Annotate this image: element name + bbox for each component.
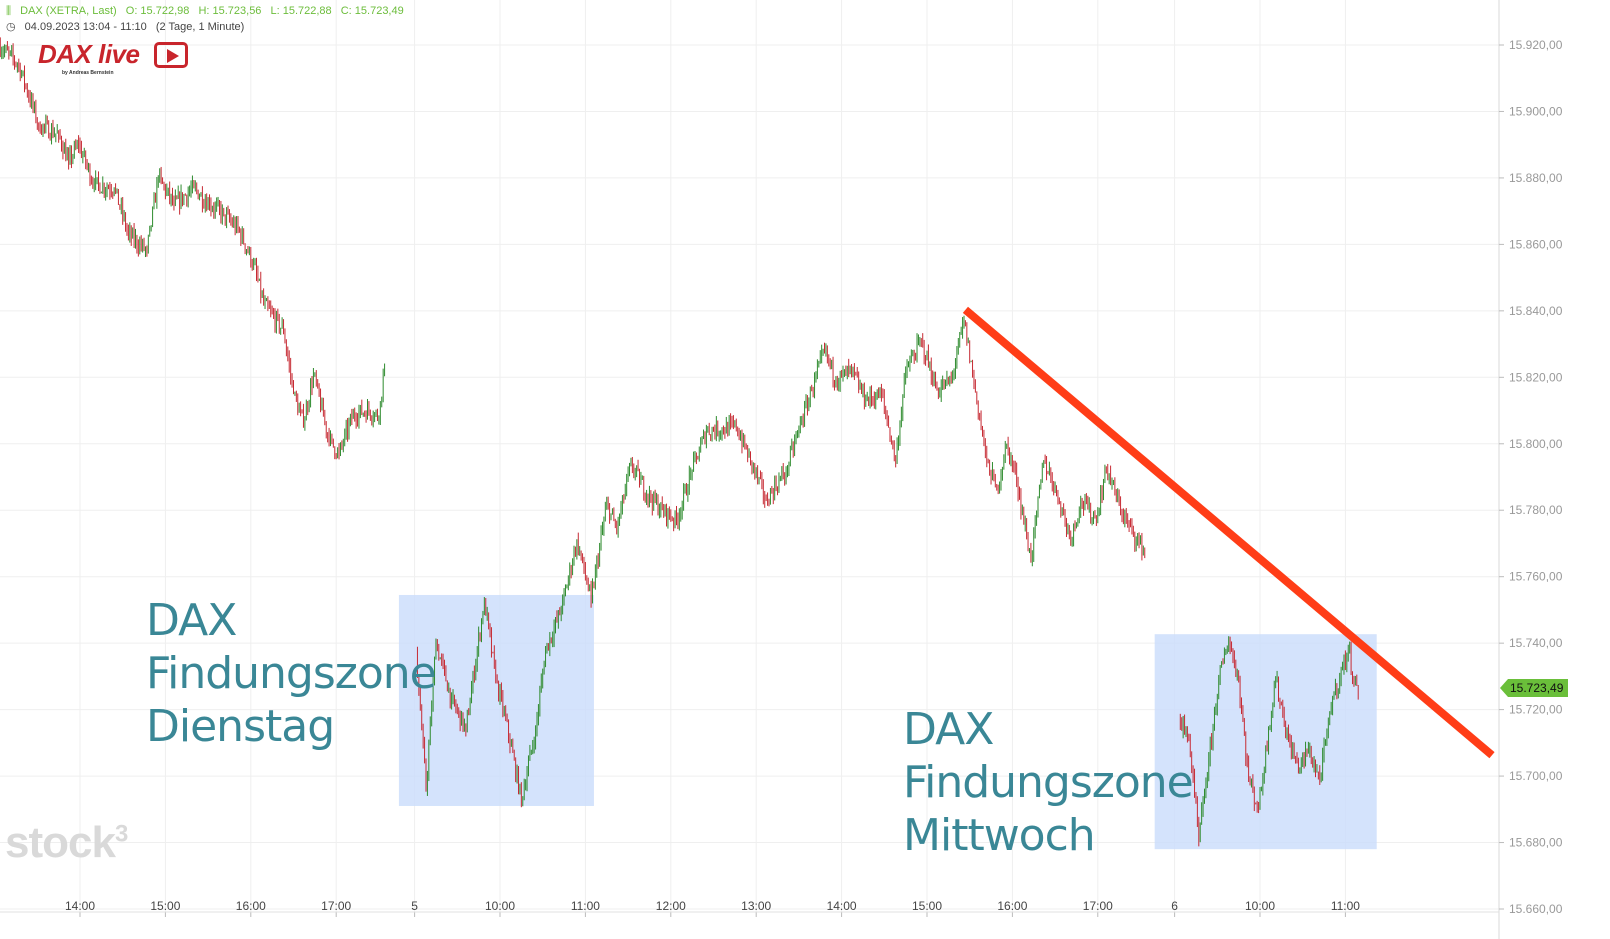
- y-tick-label: 15.760,00: [1509, 570, 1563, 584]
- findungszone-box: [1154, 634, 1377, 850]
- trendline-layer: [962, 306, 1495, 759]
- y-tick-label: 15.840,00: [1509, 304, 1563, 318]
- x-tick-label: 6: [1171, 899, 1178, 913]
- x-tick-label: 10:00: [1245, 899, 1275, 913]
- x-tick-label: 17:00: [1083, 899, 1113, 913]
- low-value: L: 15.722,88: [270, 5, 332, 17]
- y-tick-label: 15.860,00: [1509, 237, 1563, 251]
- play-icon: [154, 42, 188, 68]
- candles: [0, 37, 1359, 847]
- date-range: 04.09.2023 13:04 - 11:10: [24, 21, 147, 33]
- y-tick-label: 15.880,00: [1509, 171, 1563, 185]
- logo-subtitle: by Andreas Bernstein: [62, 70, 114, 76]
- x-tick-label: 15:00: [912, 899, 942, 913]
- x-tick-label: 17:00: [321, 899, 351, 913]
- ohlc-header: ⫼ DAX (XETRA, Last) O: 15.722,98 H: 15.7…: [6, 5, 410, 18]
- y-tick-label: 15.680,00: [1509, 836, 1563, 850]
- x-tick-label: 14:00: [827, 899, 857, 913]
- x-tick-label: 13:00: [741, 899, 771, 913]
- x-tick-label: 15:00: [150, 899, 180, 913]
- x-tick-label: 16:00: [236, 899, 266, 913]
- y-tick-label: 15.820,00: [1509, 370, 1563, 384]
- logo-title: DAX live: [38, 39, 140, 69]
- y-tick-label: 15.700,00: [1509, 769, 1563, 783]
- x-tick-label: 11:00: [571, 899, 600, 913]
- range-header: ◷ 04.09.2023 13:04 - 11:10 (2 Tage, 1 Mi…: [6, 21, 250, 34]
- high-value: H: 15.723,56: [198, 5, 262, 17]
- clock-icon: ◷: [6, 21, 16, 33]
- zone-label-line: Dienstag: [146, 701, 335, 752]
- zone-label-line: Findungszone: [903, 757, 1194, 808]
- close-value: C: 15.723,49: [340, 5, 404, 17]
- zone-label-line: Mittwoch: [903, 810, 1096, 861]
- y-axis: 15.660,00 15.680,00 15.700,00 15.720,00 15.7…: [1499, 38, 1563, 916]
- bars-icon: ⫼: [6, 5, 12, 17]
- zone-label-line: DAX: [903, 704, 994, 755]
- y-tick-label: 15.720,00: [1509, 703, 1563, 717]
- y-tick-label: 15.740,00: [1509, 636, 1563, 650]
- y-tick-label: 15.660,00: [1509, 902, 1563, 916]
- x-tick-label: 14:00: [65, 899, 95, 913]
- instrument: DAX (XETRA, Last): [20, 5, 117, 17]
- y-tick-label: 15.900,00: [1509, 104, 1563, 118]
- zone-label-line: DAX: [146, 595, 237, 646]
- zone-label-dienstag: DAX Findungszone Dienstag: [146, 594, 437, 753]
- y-tick-label: 15.920,00: [1509, 38, 1563, 52]
- y-tick-label: 15.780,00: [1509, 503, 1563, 517]
- resistance-trendline: [962, 306, 1495, 759]
- interval: (2 Tage, 1 Minute): [155, 21, 245, 33]
- x-tick-label: 5: [411, 899, 418, 913]
- x-tick-label: 10:00: [485, 899, 515, 913]
- zone-label-mittwoch: DAX Findungszone Mittwoch: [903, 703, 1194, 862]
- last-price-badge: 15.723,49: [1500, 679, 1569, 697]
- zones: [398, 594, 1377, 850]
- open-value: O: 15.722,98: [125, 5, 190, 17]
- x-tick-label: 11:00: [1331, 899, 1360, 913]
- y-tick-label: 15.800,00: [1509, 437, 1563, 451]
- x-tick-label: 12:00: [656, 899, 686, 913]
- stock3-watermark: stock3: [5, 818, 128, 867]
- zone-label-line: Findungszone: [146, 648, 437, 699]
- x-tick-label: 16:00: [997, 899, 1027, 913]
- x-axis: 14:00 15:00 16:00 17:00 5 10:00 11:00 12:00 13:0…: [0, 899, 1499, 917]
- dax-live-logo: DAX live by Andreas Bernstein: [38, 40, 188, 80]
